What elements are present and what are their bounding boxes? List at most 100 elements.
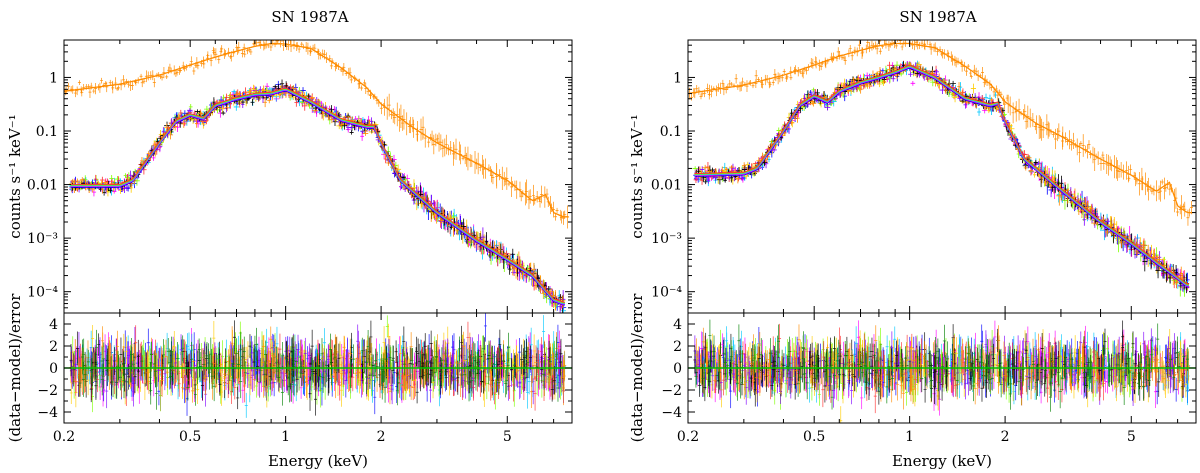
data-point [794, 65, 798, 75]
residual-point [510, 358, 514, 381]
residual-point [206, 343, 210, 374]
residual-point [295, 366, 299, 393]
residual-panel [64, 313, 572, 418]
y-tick-label: 10⁻⁴ [27, 285, 58, 301]
data-point [714, 85, 718, 97]
residual-point [145, 355, 149, 390]
residual-point [253, 335, 257, 367]
data-point [454, 138, 458, 160]
residual-point [186, 374, 190, 401]
data-point [400, 173, 405, 181]
residual-point [461, 331, 465, 362]
instrument-spectrum-4 [69, 84, 565, 310]
residual-point [559, 338, 563, 369]
residual-point [158, 379, 162, 412]
residual-point [482, 349, 486, 384]
residual-point [111, 366, 115, 398]
residual-point [184, 373, 188, 403]
data-point [175, 69, 179, 76]
residual-point [156, 358, 160, 382]
data-point [167, 130, 174, 140]
data-point [692, 166, 698, 171]
residual-point [520, 344, 524, 375]
data-point [515, 180, 519, 199]
data-point [1161, 270, 1166, 276]
data-point [209, 101, 214, 109]
residual-point [308, 376, 312, 411]
data-point [321, 111, 326, 121]
residual-point [283, 356, 287, 388]
data-point [386, 159, 391, 166]
residual-point [275, 326, 279, 361]
data-point [439, 217, 444, 223]
residual-point [226, 349, 230, 375]
data-point [240, 49, 244, 58]
residual-point [328, 333, 332, 366]
residual-point [448, 352, 452, 378]
data-point [1109, 216, 1114, 236]
residual-point [391, 345, 395, 371]
residual-point [542, 359, 546, 390]
residual-point [269, 326, 273, 352]
residual-point [160, 364, 164, 397]
data-point [163, 123, 170, 132]
residual-point [390, 371, 394, 401]
data-point [165, 74, 169, 80]
x-tick-label: 1 [281, 429, 290, 445]
residual-point [479, 345, 483, 372]
residual-point [360, 337, 364, 364]
residual-point [261, 335, 265, 359]
data-point [402, 175, 406, 180]
residual-point [433, 358, 437, 387]
residual-point [468, 332, 472, 365]
residual-point [517, 337, 521, 367]
data-point [276, 40, 280, 44]
data-point [232, 48, 236, 57]
data-point [123, 173, 128, 179]
instrument-spectrum-7 [693, 61, 1189, 292]
residual-point [368, 337, 372, 373]
residual-point [396, 371, 400, 394]
data-point [92, 88, 96, 94]
residual-point [240, 344, 244, 369]
residual-point [422, 340, 426, 369]
residual-point [422, 362, 426, 389]
data-point [861, 47, 865, 57]
y-tick-label: 10⁻³ [27, 231, 58, 247]
data-point [507, 263, 512, 275]
data-point [198, 110, 204, 116]
residual-point [414, 347, 418, 379]
residual-point [417, 343, 421, 379]
data-point [531, 184, 535, 206]
residual-point [402, 326, 406, 357]
residual-point [230, 326, 234, 361]
residual-point [233, 375, 237, 400]
data-point [128, 170, 133, 180]
data-point [139, 73, 143, 79]
residual-point [129, 337, 133, 371]
data-point [325, 113, 332, 121]
data-point [1028, 168, 1034, 174]
data-point [175, 122, 180, 133]
x-axis-label: Energy (keV) [268, 452, 368, 470]
residual-point [373, 380, 377, 415]
data-point [398, 108, 402, 132]
instrument-spectrum-5 [69, 82, 564, 311]
data-point [782, 68, 786, 75]
residual-point [199, 352, 203, 382]
residual-point [342, 356, 346, 385]
residual-point [446, 338, 450, 368]
data-point [212, 48, 216, 58]
residual-point [316, 349, 320, 383]
residual-point [533, 376, 537, 411]
data-point [739, 82, 743, 92]
data-point [1160, 257, 1166, 262]
data-point [535, 191, 539, 203]
data-point [250, 98, 255, 106]
residual-point [431, 366, 435, 399]
residual-point [250, 341, 254, 365]
residual-point [399, 359, 403, 388]
data-point [1179, 266, 1184, 281]
